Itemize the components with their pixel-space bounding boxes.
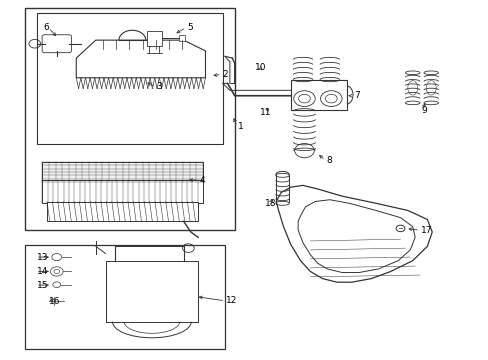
- Bar: [47, 202, 198, 221]
- Text: 4: 4: [199, 176, 205, 185]
- Text: 16: 16: [48, 297, 60, 306]
- Text: 12: 12: [225, 296, 237, 305]
- Text: 14: 14: [37, 267, 48, 276]
- Text: 9: 9: [420, 105, 426, 114]
- Text: 13: 13: [37, 253, 48, 262]
- Text: 1: 1: [238, 122, 244, 131]
- Text: 2: 2: [222, 70, 228, 79]
- Text: 18: 18: [264, 199, 276, 208]
- Text: 7: 7: [353, 91, 359, 100]
- Text: 17: 17: [420, 226, 431, 235]
- Bar: [37, 13, 222, 144]
- Text: 5: 5: [186, 23, 192, 32]
- Bar: [178, 36, 185, 41]
- Bar: [25, 244, 224, 348]
- FancyBboxPatch shape: [42, 35, 71, 53]
- Text: 11: 11: [260, 108, 271, 117]
- Text: 3: 3: [157, 82, 162, 91]
- Bar: [25, 8, 234, 230]
- Bar: [147, 31, 161, 45]
- Bar: [290, 80, 346, 110]
- Bar: [42, 162, 203, 182]
- Text: 10: 10: [255, 63, 266, 72]
- Bar: [105, 261, 198, 321]
- Bar: [42, 180, 203, 203]
- Text: 15: 15: [37, 280, 48, 289]
- Text: 6: 6: [43, 23, 49, 32]
- Text: 8: 8: [326, 156, 331, 165]
